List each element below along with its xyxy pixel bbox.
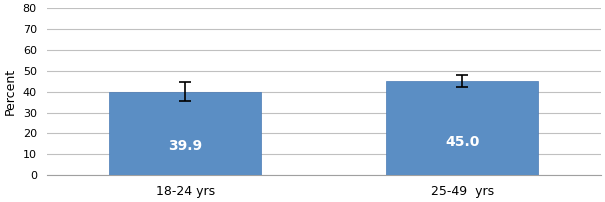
Bar: [386, 81, 538, 175]
Bar: [109, 92, 261, 175]
Text: 45.0: 45.0: [445, 135, 479, 149]
Text: 39.9: 39.9: [168, 139, 202, 153]
Y-axis label: Percent: Percent: [4, 68, 17, 115]
